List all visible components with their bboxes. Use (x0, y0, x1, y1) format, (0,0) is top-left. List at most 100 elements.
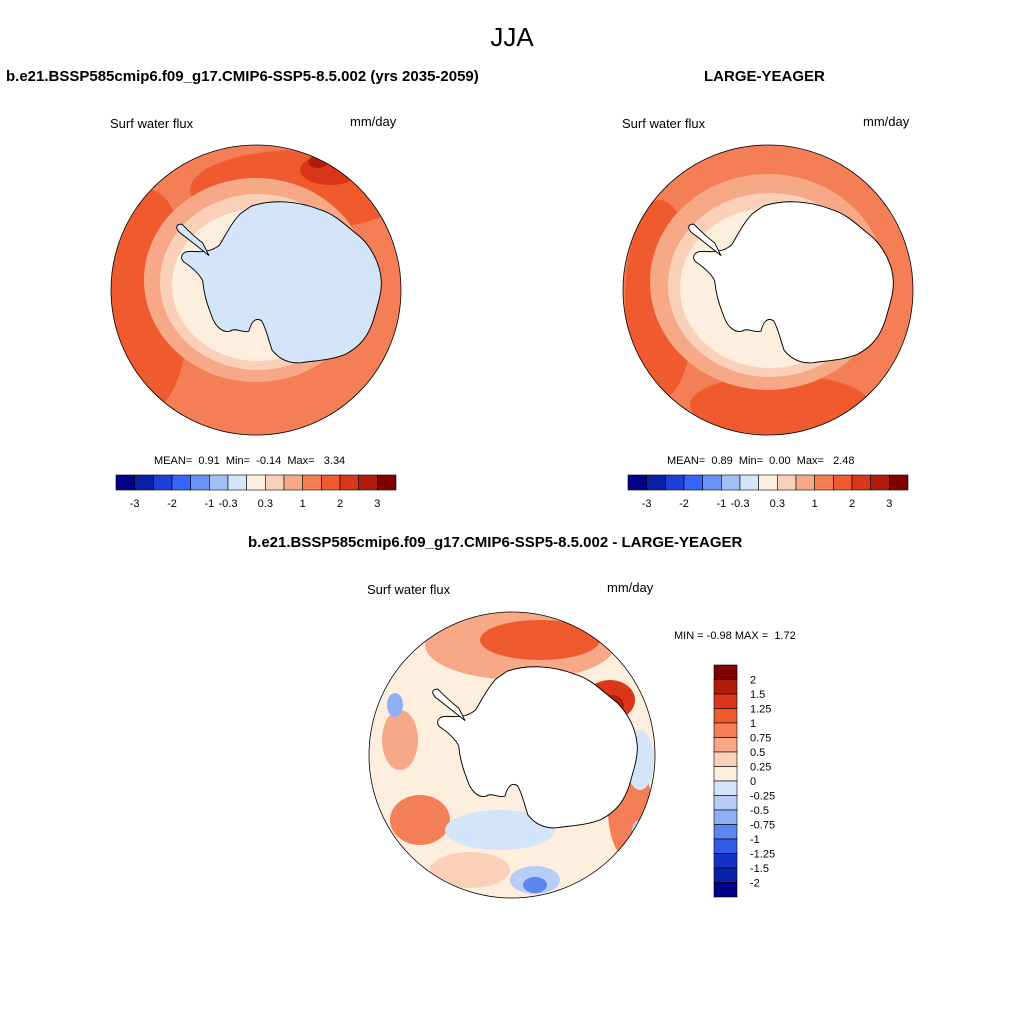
panel1-title: b.e21.BSSP585cmip6.f09_g17.CMIP6-SSP5-8.… (6, 68, 479, 85)
panel1-colorbar-box (227, 474, 247, 491)
diff-colorbar-level-label: 0.75 (750, 733, 771, 745)
diff-colorbar-level-label: -2 (750, 878, 760, 890)
panel2-variable-label: Surf water flux (622, 116, 706, 131)
panel2-colorbar-box (795, 474, 815, 491)
diff-colorbar-box (713, 824, 738, 840)
diff-max-label: MAX = (734, 630, 769, 642)
diff-colorbar-box (713, 664, 738, 680)
diff-colorbar-level-label: 1 (750, 718, 756, 730)
panel2-title: LARGE-YEAGER (704, 68, 825, 85)
panel2-colorbar-box (683, 474, 703, 491)
panel1-colorbar-box (246, 474, 266, 491)
panel2-colorbar-box (739, 474, 759, 491)
panel1-stats: MEAN= 0.91 Min= -0.14 Max= 3.34 (154, 455, 345, 467)
diff-colorbar-box (713, 751, 738, 767)
panel2-max-label: Max= (796, 455, 824, 467)
panel1-colorbar: -3 -2 -1 -0.3 0.3 1 2 3 (115, 474, 397, 510)
panel1-colorbar-box (171, 474, 191, 491)
panel1-colorbar-box (190, 474, 210, 491)
panel2-colorbar-box (646, 474, 666, 491)
diff-max-value: 1.72 (774, 630, 796, 642)
panel1-mean-value: 0.91 (198, 455, 220, 467)
panel1-colorbar-box (302, 474, 322, 491)
panel2-colorbar-box (721, 474, 741, 491)
diff-colorbar-level-label: -1.25 (750, 849, 775, 861)
panel2-colorbar-box (814, 474, 834, 491)
panel2-colorbar-box (758, 474, 778, 491)
panel1-colorbar-box (321, 474, 341, 491)
panel2-colorbar-tick-label: -3 (642, 498, 652, 510)
panel2-colorbar-box (665, 474, 685, 491)
diff-colorbar: 2 1.5 1.25 1 0.75 0.5 0.25 0 -0.25 -0.5 -0.75 -1 -1.… (713, 664, 775, 898)
diff-min-label: MIN = (674, 630, 704, 642)
diff-colorbar-box (713, 838, 738, 854)
diff-colorbar-level-label: -1.5 (750, 863, 769, 875)
panel2-colorbar-box (702, 474, 722, 491)
panel2-mean-label: MEAN= (667, 455, 706, 467)
panel1-colorbar-box (153, 474, 173, 491)
panel1-colorbar-tick-label: 0.3 (258, 498, 273, 510)
diff-colorbar-box (713, 693, 738, 709)
diff-colorbar-level-label: 2 (750, 675, 756, 687)
panel2-colorbar-tick-label: -2 (679, 498, 689, 510)
panel1-colorbar-tick-label: 3 (374, 498, 380, 510)
panel1-colorbar-tick-label: -0.3 (219, 498, 238, 510)
panel2-colorbar-tick-label: 0.3 (770, 498, 785, 510)
diff-colorbar-box (713, 795, 738, 811)
diff-colorbar-level-label: 1.25 (750, 704, 771, 716)
panel1-map-border (110, 144, 402, 436)
panel1-colorbar-tick-label: -2 (167, 498, 177, 510)
panel2-min-value: 0.00 (769, 455, 791, 467)
panel1-colorbar-box (358, 474, 378, 491)
panel2-colorbar-tick-label: -1 (716, 498, 726, 510)
panel1-colorbar-box (115, 474, 135, 491)
diff-variable-label: Surf water flux (367, 582, 451, 597)
panel2-colorbar-tick-label: -0.3 (731, 498, 750, 510)
panel2-colorbar-box (851, 474, 871, 491)
diff-colorbar-box (713, 737, 738, 753)
diff-colorbar-box (713, 766, 738, 782)
diff-colorbar-level-label: 0.5 (750, 747, 765, 759)
panel2-colorbar-box (777, 474, 797, 491)
diff-units-label: mm/day (607, 580, 654, 595)
diff-colorbar-level-label: -0.75 (750, 820, 775, 832)
panel2-colorbar-box (870, 474, 890, 491)
panel1-colorbar-box (134, 474, 154, 491)
diff-colorbar-box (713, 809, 738, 825)
diff-colorbar-level-label: -1 (750, 834, 760, 846)
panel1-colorbar-box (283, 474, 303, 491)
panel1-variable-label: Surf water flux (110, 116, 194, 131)
panel1-max-value: 3.34 (323, 455, 346, 467)
panel1-colorbar-tick-label: -3 (130, 498, 140, 510)
diff-title: b.e21.BSSP585cmip6.f09_g17.CMIP6-SSP5-8.… (248, 534, 743, 551)
panel1-min-value: -0.14 (256, 455, 282, 467)
diff-minmax: MIN = -0.98 MAX = 1.72 (674, 630, 796, 642)
panel1-max-label: Max= (287, 455, 315, 467)
panel2-units-label: mm/day (863, 114, 910, 129)
diff-colorbar-box (713, 853, 738, 869)
panel1-colorbar-box (339, 474, 359, 491)
diff-colorbar-level-label: -0.5 (750, 805, 769, 817)
panel2-colorbar-box (889, 474, 909, 491)
panel1-mean-label: MEAN= (154, 455, 193, 467)
diff-colorbar-box (713, 708, 738, 724)
panel1-min-label: Min= (225, 455, 251, 467)
panel1-colorbar-tick-label: -1 (204, 498, 214, 510)
diff-colorbar-box (713, 679, 738, 695)
panel1-colorbar-tick-label: 1 (300, 498, 306, 510)
panel2-mean-value: 0.89 (711, 455, 733, 467)
diff-colorbar-box (713, 882, 738, 898)
diff-colorbar-level-label: -0.25 (750, 791, 775, 803)
diff-colorbar-box (713, 867, 738, 883)
diff-colorbar-level-label: 0.25 (750, 762, 771, 774)
panel2-stats: MEAN= 0.89 Min= 0.00 Max= 2.48 (667, 455, 855, 467)
season-title: JJA (490, 22, 534, 52)
panel2-map-border (622, 144, 914, 436)
diff-colorbar-level-label: 0 (750, 776, 756, 788)
panel1-map (110, 144, 402, 436)
diff-min-value: -0.98 (706, 630, 732, 642)
diff-colorbar-level-label: 1.5 (750, 689, 765, 701)
panel2-colorbar-box (833, 474, 853, 491)
panel2-colorbar-box (627, 474, 647, 491)
panel1-colorbar-box (265, 474, 285, 491)
